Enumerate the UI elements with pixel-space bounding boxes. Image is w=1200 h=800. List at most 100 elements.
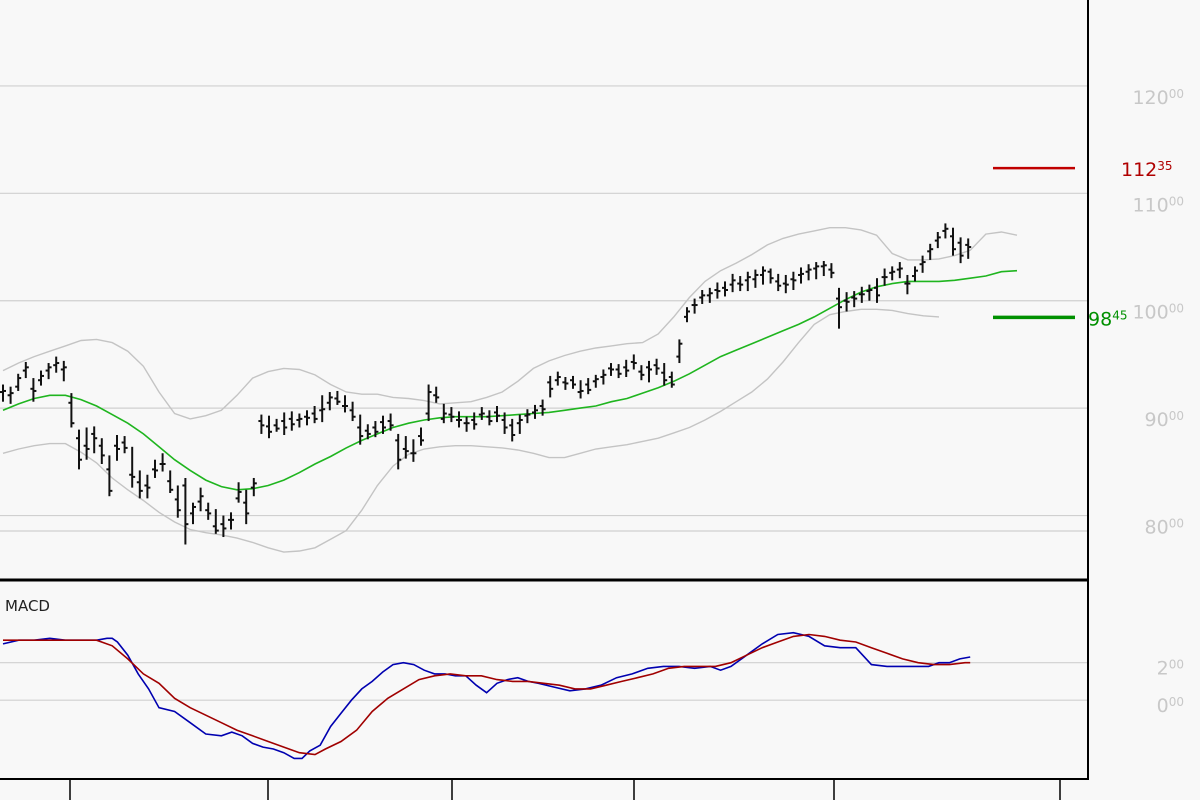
ohlc-bar xyxy=(676,339,683,364)
ohlc-bar xyxy=(433,386,440,403)
ohlc-bar xyxy=(129,446,136,488)
ohlc-bar xyxy=(874,278,880,303)
signal-line xyxy=(3,633,971,756)
ohlc-bar xyxy=(471,412,478,430)
ohlc-bar xyxy=(904,274,911,295)
ohlc-bar xyxy=(623,359,630,377)
price-tick-label: 11000 xyxy=(1132,194,1184,216)
ohlc-bar xyxy=(798,267,804,284)
ohlc-bar xyxy=(532,404,538,419)
ohlc-bar xyxy=(45,363,52,380)
ohlc-bar xyxy=(311,406,318,424)
ohlc-bar xyxy=(38,370,44,386)
ohlc-bar xyxy=(91,426,98,454)
ohlc-bar xyxy=(896,262,903,279)
ohlc-bar xyxy=(106,455,113,497)
ohlc-bar xyxy=(752,269,759,288)
ohlc-bar xyxy=(691,298,698,314)
ohlc-bar xyxy=(653,358,660,375)
ohlc-bar xyxy=(152,459,158,478)
ohlc-bar xyxy=(425,384,432,422)
ohlc-bar xyxy=(836,287,842,329)
ohlc-bar xyxy=(813,262,820,280)
ohlc-bar xyxy=(144,474,151,499)
ohlc-bar xyxy=(53,356,60,373)
ohlc-bar xyxy=(22,361,29,379)
ohlc-bar xyxy=(448,407,455,423)
ohlc-bar xyxy=(212,509,219,534)
ohlc-bar xyxy=(965,238,972,259)
ohlc-bar xyxy=(919,255,926,273)
bollinger-lower xyxy=(2,308,940,553)
price-tick-label: 9000 xyxy=(1145,409,1184,431)
ohlc-bar xyxy=(380,415,386,434)
ohlc-bar xyxy=(319,395,326,423)
ohlc-bar xyxy=(668,371,675,388)
ohlc-bar xyxy=(478,407,485,420)
macd-tick-label: 000 xyxy=(1157,695,1184,717)
ohlc-bar xyxy=(357,414,364,445)
macd-tick-label: 200 xyxy=(1157,658,1184,680)
bollinger-upper xyxy=(2,227,1018,420)
ohlc-bar xyxy=(706,287,713,303)
ohlc-bar xyxy=(737,276,744,292)
ohlc-bar xyxy=(0,384,6,402)
ohlc-bar xyxy=(456,411,462,428)
price-level-label: 9845 xyxy=(1088,308,1127,330)
ohlc-bar xyxy=(524,409,531,424)
ohlc-bar xyxy=(608,363,614,376)
ohlc-bar xyxy=(820,261,827,277)
ohlc-bar xyxy=(950,227,956,256)
price-gridlines xyxy=(0,85,1088,532)
ohlc-bar xyxy=(843,292,850,312)
ohlc-bar xyxy=(395,433,402,470)
ohlc-bar xyxy=(646,360,652,383)
ohlc-bar xyxy=(205,502,212,520)
ohlc-bar xyxy=(722,281,728,297)
ohlc-bar xyxy=(167,470,174,493)
ohlc-bar xyxy=(494,406,500,423)
macd-axis-ticks: 200 000 xyxy=(1157,658,1184,718)
ohlc-bar xyxy=(934,232,941,249)
ohlc-bar xyxy=(281,412,288,435)
ohlc-bar xyxy=(296,413,303,428)
ohlc-bar xyxy=(440,403,447,424)
ohlc-bar xyxy=(661,363,668,386)
ohlc-bar xyxy=(509,418,516,442)
ohlc-bar xyxy=(615,364,622,379)
ohlc-bar xyxy=(630,354,637,370)
ohlc-bar xyxy=(889,266,896,281)
ohlc-bar xyxy=(68,393,75,428)
ohlc-bar xyxy=(288,411,295,431)
ohlc-bar xyxy=(250,477,257,497)
price-level-label: 11235 xyxy=(1121,159,1173,181)
ohlc-bar xyxy=(15,373,22,391)
ohlc-bar xyxy=(501,412,508,434)
ohlc-bar xyxy=(190,502,196,525)
price-tick-label: 8000 xyxy=(1145,517,1184,539)
chart-frame xyxy=(0,0,1089,800)
ohlc-bar xyxy=(273,418,280,432)
ohlc-bar xyxy=(83,427,90,460)
bollinger-middle xyxy=(2,269,1018,491)
ohlc-bar xyxy=(463,416,470,432)
ohlc-bar xyxy=(258,414,265,434)
ohlc-bars xyxy=(0,223,972,545)
ohlc-bar xyxy=(266,415,272,439)
ohlc-bar xyxy=(418,427,424,446)
ohlc-bar xyxy=(402,436,409,459)
ohlc-bar xyxy=(342,395,348,413)
ohlc-bar xyxy=(98,438,105,464)
ohlc-bar xyxy=(912,266,918,282)
ohlc-bar xyxy=(782,274,789,294)
ohlc-bar xyxy=(334,390,341,405)
ohlc-bar xyxy=(570,375,576,389)
price-tick-label: 10000 xyxy=(1132,302,1184,324)
ohlc-bar xyxy=(228,512,234,530)
price-levels: 11235 9845 xyxy=(993,159,1173,330)
bollinger-bands xyxy=(2,227,1018,553)
ohlc-bar xyxy=(539,399,546,416)
ohlc-bar xyxy=(220,515,227,538)
